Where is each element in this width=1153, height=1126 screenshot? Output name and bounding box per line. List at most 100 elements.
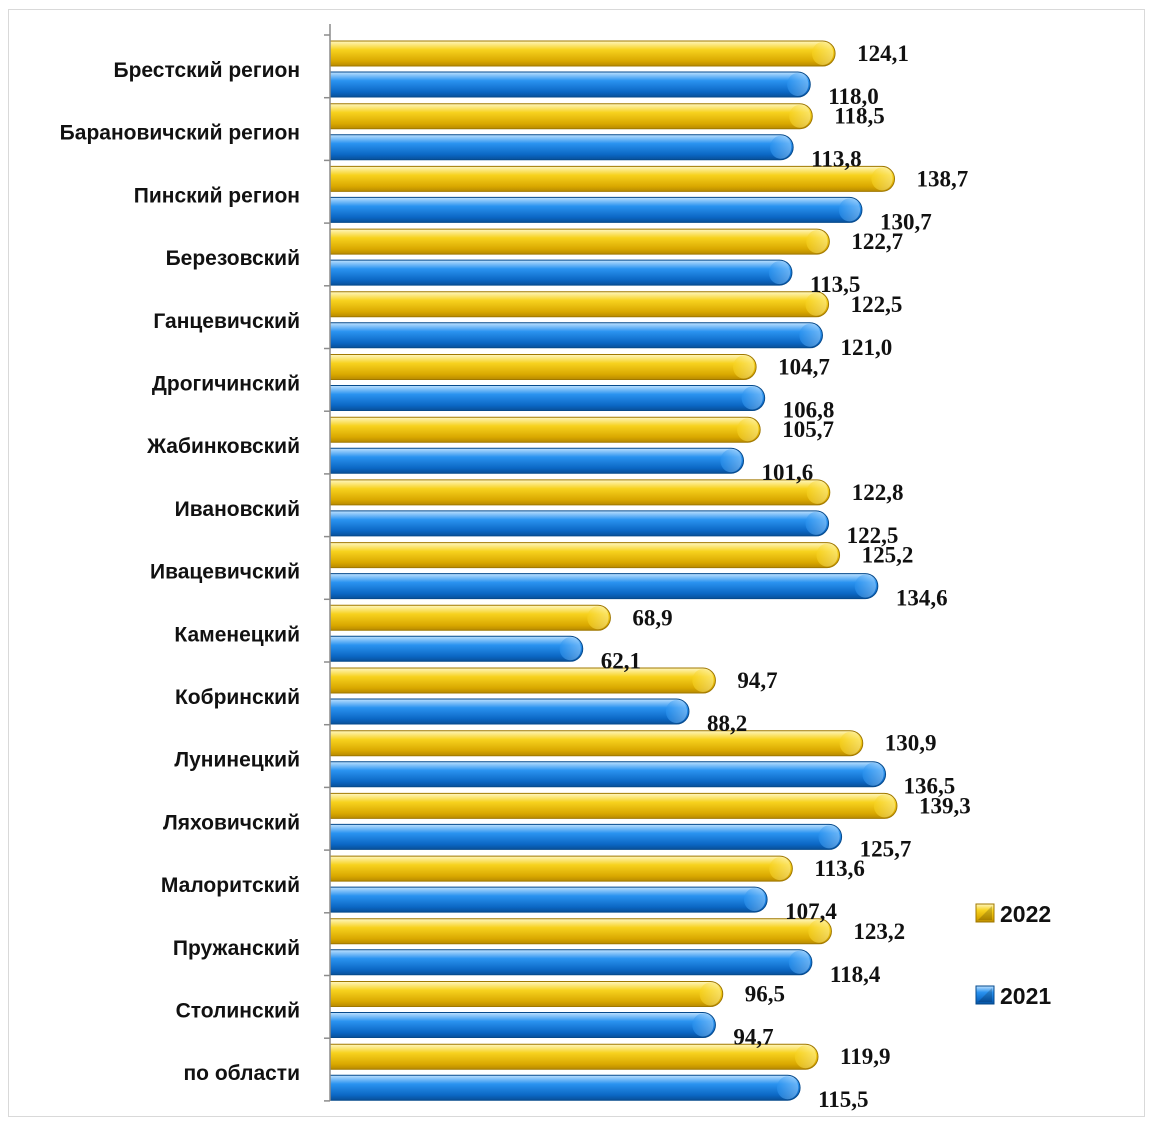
bar-body [329,698,690,725]
value-label: 122,7 [851,229,903,254]
bar-body [329,71,811,98]
bar-body [329,573,879,600]
category-label: Дрогичинский [152,373,300,396]
bar-cap [838,198,861,222]
bar-2021 [329,698,690,725]
bar-body [329,259,793,286]
bar-body [329,354,757,380]
value-label: 62,1 [601,648,641,673]
bar-cap [839,731,861,755]
bar-body [329,855,793,882]
bar-body [329,322,823,349]
bar-2022 [329,792,898,819]
category-label: Березовский [166,247,300,270]
bar-cap [811,42,834,65]
legend-swatch-shade [978,988,992,1002]
bar-2022 [329,730,864,757]
category-label: по области [183,1062,300,1085]
bar-cap [692,669,714,692]
bar-body [329,635,584,662]
legend-item-2022: 2022 [975,901,1051,927]
bar-body [329,1074,801,1101]
value-label: 115,5 [818,1087,868,1112]
value-label: 118,0 [828,84,878,109]
bar-cap [816,543,838,567]
category-label: Барановичский регион [60,122,300,145]
value-label: 118,5 [834,104,884,129]
value-label: 130,9 [885,731,937,756]
bar-2022 [329,479,831,506]
bar-cap [862,762,884,786]
bar-2022 [329,1043,819,1070]
value-label: 124,1 [857,41,909,66]
bar-body [329,196,863,223]
bar-body [329,40,836,67]
bar-2021 [329,196,863,223]
bar-2021 [329,510,830,537]
bar-body [329,667,716,694]
bar-2022 [329,103,813,130]
bar-2022 [329,918,832,945]
value-label: 94,7 [733,1025,773,1050]
bar-cap [799,323,821,347]
bar-body [329,479,831,506]
category-label: Каменецкий [174,623,300,646]
value-label: 123,2 [853,919,905,944]
bar-body [329,949,813,976]
category-label: Пружанский [173,937,300,960]
bar-body [329,416,761,443]
value-label: 105,7 [782,417,834,442]
legend-label: 2022 [1000,901,1051,927]
bar-cap [737,418,759,442]
bar-body [329,604,611,631]
bar-body [329,823,843,850]
bar-2022 [329,40,836,67]
bar-2021 [329,259,793,286]
category-label: Ляховичский [163,811,300,834]
category-label: Столинский [176,1000,300,1023]
bar-2022 [329,542,841,569]
value-label: 136,5 [904,774,956,799]
bar-cap [741,386,763,410]
bar-cap [720,449,742,473]
value-label: 121,0 [840,335,892,360]
bar-cap [871,167,893,191]
bar-2022 [329,354,757,380]
bar-cap [808,919,830,943]
bar-cap [733,355,755,379]
bar-cap [818,825,840,849]
bar-2021 [329,385,766,411]
bar-2022 [329,416,761,443]
bar-body [329,730,864,757]
bar-cap [854,574,876,598]
bar-cap [692,1013,714,1037]
bar-cap [769,857,791,881]
category-label: Жабинковский [146,435,300,458]
chart-frame [8,9,1145,1117]
category-label: Брестский регион [113,59,300,82]
bar-cap [665,700,688,723]
bar-body [329,291,830,318]
bar-body [329,447,745,474]
bar-cap [789,104,811,128]
bar-2021 [329,1074,801,1101]
category-label: Кобринский [175,686,300,709]
value-label: 107,4 [785,899,837,924]
bar-cap [776,1076,799,1100]
category-label: Ганцевичский [153,310,300,333]
legend-label: 2021 [1000,983,1051,1009]
bar-cap [794,1045,817,1069]
value-label: 122,5 [851,292,903,317]
bar-body [329,918,832,945]
bar-body [329,1012,716,1038]
category-label: Ивановский [175,498,300,521]
bar-2021 [329,71,811,98]
bar-2021 [329,823,843,850]
value-label: 139,3 [919,793,971,818]
bar-body [329,165,896,192]
bar-2021 [329,635,584,662]
bar-body [329,1043,819,1070]
value-label: 125,2 [862,543,914,568]
bar-2022 [329,291,830,318]
value-label: 106,8 [783,398,835,423]
